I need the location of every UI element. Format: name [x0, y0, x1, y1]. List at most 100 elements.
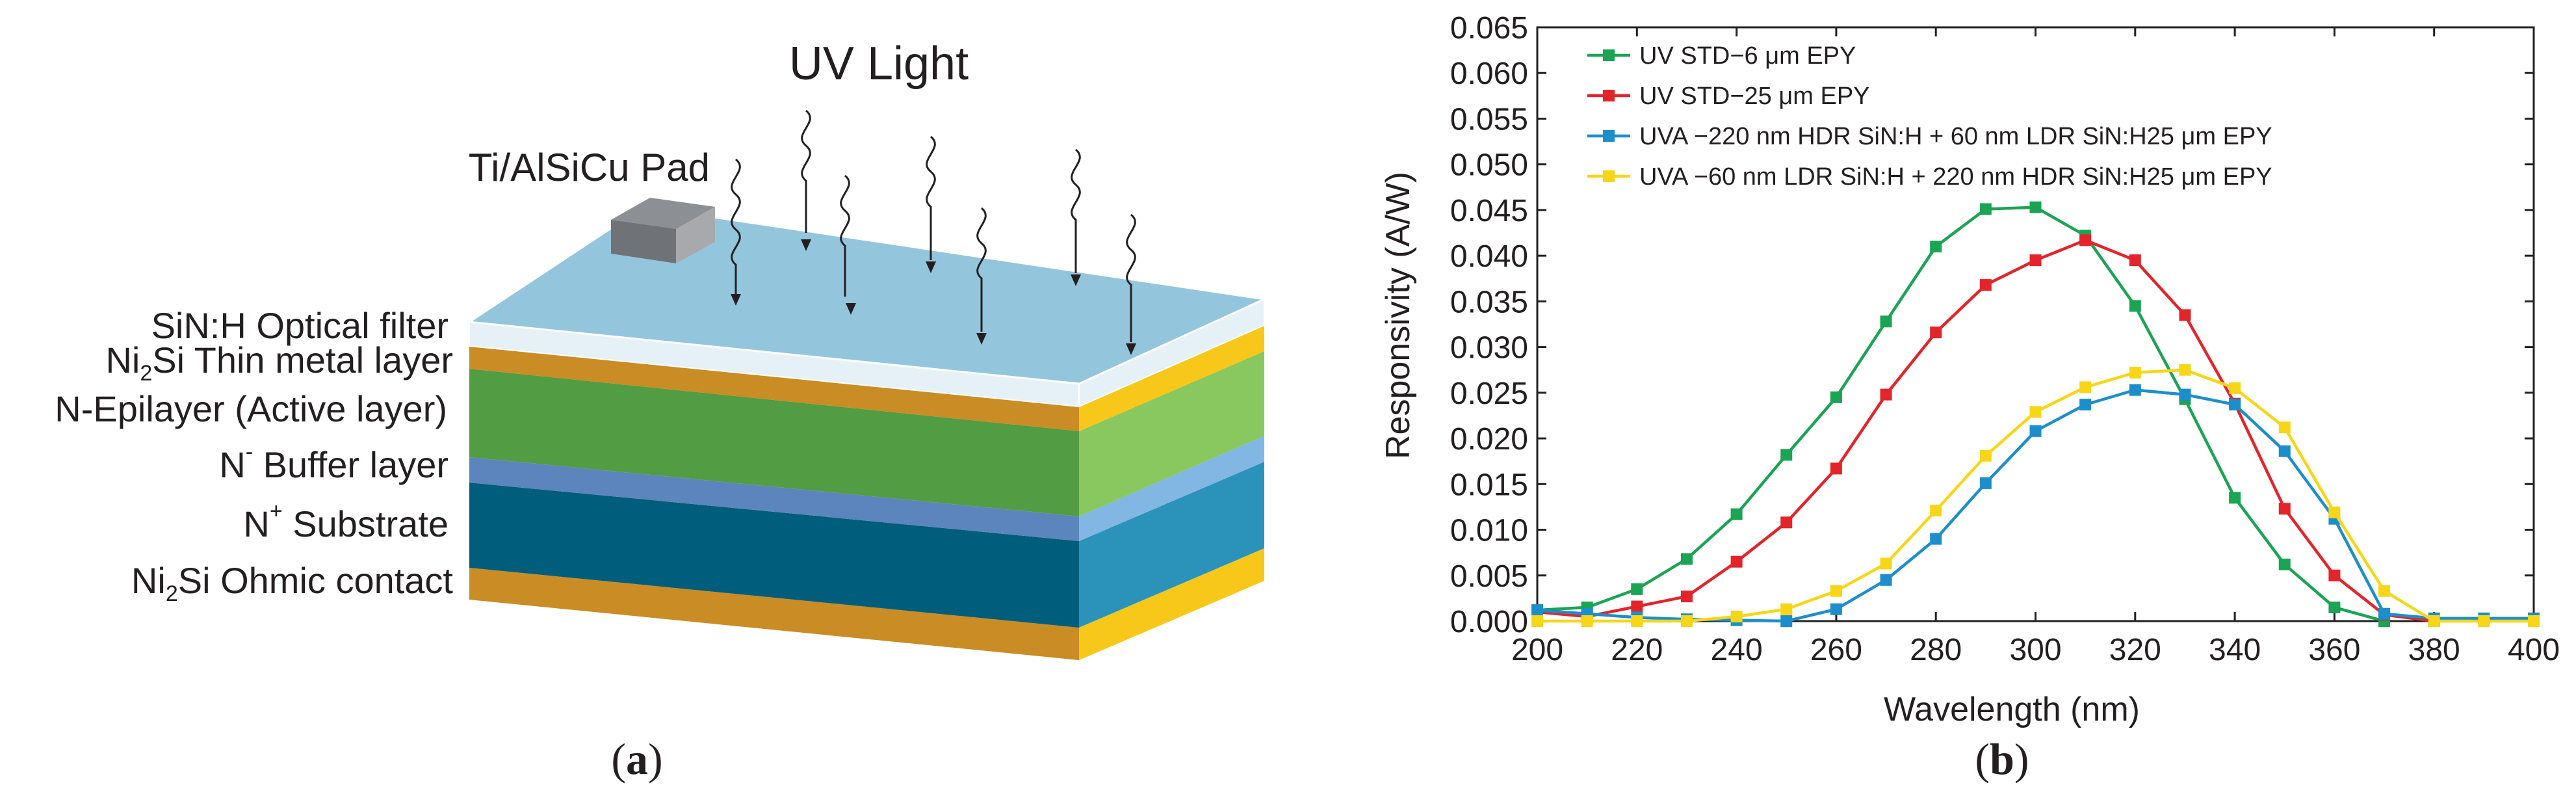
data-point [1581, 615, 1593, 627]
legend-entry: UV STD−6 μm EPY [1639, 42, 1856, 70]
data-point [1830, 391, 1842, 403]
data-point [1930, 505, 1942, 517]
buffer-layer-label: N- Buffer layer [219, 440, 449, 485]
data-point [2229, 492, 2241, 504]
data-point [1880, 388, 1892, 401]
series-line [1537, 206, 2385, 623]
data-point [1880, 574, 1892, 586]
y-tick-label: 0.015 [1450, 468, 1528, 502]
uv-arrow-icon [840, 174, 856, 315]
y-tick-label: 0.005 [1450, 559, 1528, 594]
x-tick-label: 300 [2009, 633, 2061, 667]
uv-arrow-icon [731, 158, 741, 306]
sin-filter-label: SiN:H Optical filter [151, 305, 449, 346]
data-point [2129, 300, 2141, 312]
data-point [1780, 615, 1793, 627]
data-point [2278, 421, 2291, 434]
data-point [2378, 607, 2391, 620]
uv-arrow-icon [1126, 213, 1136, 355]
data-point [2278, 503, 2291, 515]
uv-arrow-icon [1071, 148, 1081, 286]
y-tick-label: 0.020 [1450, 422, 1528, 457]
data-point [1780, 449, 1793, 461]
substrate-label: N+ Substrate [243, 499, 449, 544]
data-point [2278, 558, 2291, 570]
data-point [1830, 462, 1842, 475]
data-point [1730, 508, 1743, 520]
data-point [2129, 366, 2141, 379]
legend-entry: UV STD−25 μm EPY [1639, 83, 1870, 110]
data-point [2029, 254, 2042, 267]
data-point [2129, 384, 2141, 396]
data-point [1631, 583, 1643, 595]
data-point [1631, 615, 1643, 627]
x-tick-label: 240 [1711, 633, 1763, 667]
epilayer-side [1079, 351, 1264, 516]
thin-metal-side [1079, 325, 1264, 431]
x-tick-label: 400 [2508, 633, 2560, 667]
data-point [2328, 601, 2341, 613]
data-point [1631, 600, 1643, 613]
ohmic-contact-label: Ni2Si Ohmic contact [131, 560, 454, 606]
substrate-front [469, 483, 1079, 628]
x-tick-label: 360 [2308, 633, 2360, 667]
device-diagram: UV Light Ti/AlSiCu Pad SiN:H Optical fil… [55, 38, 1268, 784]
data-point [1880, 315, 1892, 328]
y-axis-label: Responsivity (A/W) [1379, 172, 1417, 459]
data-point [1979, 279, 1992, 291]
x-tick-label: 260 [1810, 633, 1862, 667]
uv-arrows [731, 109, 1136, 355]
data-point [2079, 234, 2092, 246]
data-point [1830, 585, 1842, 597]
epilayer-front [469, 369, 1079, 516]
data-point [2229, 382, 2241, 394]
y-tick-label: 0.025 [1450, 377, 1528, 411]
pad-top [611, 198, 715, 229]
ohmic-contact-front [469, 568, 1079, 660]
data-point [2029, 425, 2042, 437]
x-tick-label: 200 [1511, 633, 1563, 667]
data-point [2428, 615, 2440, 627]
buffer-layer-side [1079, 436, 1264, 541]
epilayer-label: N-Epilayer (Active layer) [55, 388, 447, 429]
x-axis-label: Wavelength (nm) [1884, 691, 2140, 728]
data-point [2029, 201, 2042, 213]
y-tick-label: 0.010 [1450, 514, 1528, 548]
data-point [1830, 603, 1842, 615]
data-point [1780, 516, 1793, 529]
y-tick-label: 0.055 [1450, 102, 1528, 137]
data-point [2079, 381, 2092, 393]
y-tick-label: 0.045 [1450, 194, 1528, 228]
legend-swatch-marker [1603, 130, 1615, 142]
x-tick-label: 220 [1611, 633, 1663, 667]
substrate-side [1079, 462, 1264, 628]
data-point [1531, 604, 1543, 617]
data-point [2179, 388, 2191, 401]
y-tick-label: 0.030 [1450, 331, 1528, 366]
data-point [2528, 615, 2540, 627]
pad-side [676, 207, 715, 263]
y-tick-label: 0.050 [1450, 148, 1528, 183]
responsivity-chart: 0.000 0.005 0.010 0.015 0.020 0.025 0.030 0.035… [1379, 11, 2560, 784]
data-point [2478, 615, 2490, 627]
thin-metal-front [469, 346, 1079, 431]
data-point [2328, 569, 2341, 581]
legend-entry: UVA −220 nm HDR SiN:H + 60 nm LDR SiN:H2… [1639, 123, 2272, 150]
data-point [1880, 557, 1892, 570]
legend: UV STD−6 μm EPY UV STD−25 μm EPY UVA −220 … [1587, 42, 2272, 191]
data-point [1780, 603, 1793, 615]
data-point [2328, 506, 2341, 518]
data-point [1730, 610, 1743, 622]
panel-b-caption: (b) [1975, 734, 2029, 784]
uv-arrow-icon [801, 109, 811, 251]
uv-arrow-icon [926, 135, 936, 273]
pad-front [611, 220, 676, 263]
uv-light-label: UV Light [789, 38, 969, 90]
pad-label: Ti/AlSiCu Pad [469, 146, 710, 189]
data-point [1930, 326, 1942, 339]
x-tick-label: 380 [2408, 633, 2460, 667]
legend-swatch-marker [1603, 49, 1615, 61]
x-tick-label: 280 [1910, 633, 1962, 667]
data-point [1930, 241, 1942, 253]
